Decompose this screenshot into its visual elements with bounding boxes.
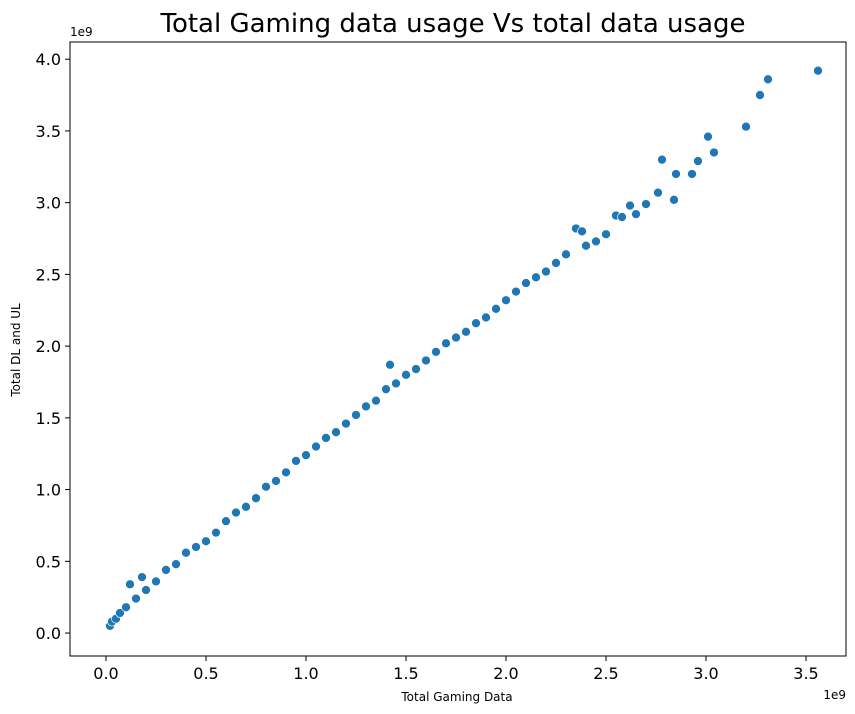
scatter-point	[361, 401, 371, 412]
scatter-point	[211, 527, 221, 538]
x-offset-label: 1e9	[823, 688, 846, 702]
scatter-point	[301, 450, 311, 461]
scatter-point	[481, 312, 491, 323]
chart-title: Total Gaming data usage Vs total data us…	[159, 9, 745, 39]
scatter-point	[709, 147, 719, 158]
scatter-point	[281, 467, 291, 478]
y-axis-label: Total DL and UL	[9, 303, 23, 398]
scatter-point	[657, 154, 667, 165]
scatter-point	[591, 236, 601, 247]
x-tick-label: 1.0	[293, 664, 318, 683]
scatter-point	[671, 169, 681, 179]
scatter-point	[521, 278, 531, 288]
scatter-point	[181, 547, 191, 558]
y-tick-label: 3.0	[36, 194, 61, 213]
scatter-point	[541, 266, 551, 277]
scatter-point	[813, 65, 823, 76]
y-tick-label: 2.0	[36, 337, 61, 356]
y-tick-label: 4.0	[36, 50, 61, 69]
scatter-point	[491, 303, 501, 314]
x-axis-label: Total Gaming Data	[400, 690, 512, 704]
scatter-point	[251, 493, 261, 504]
scatter-point	[201, 536, 211, 547]
scatter-point	[577, 226, 587, 237]
x-axis: 0.0 0.5 1.0 1.5 2.0 2.5 3.0 3.5	[93, 656, 819, 683]
y-tick-label: 1.0	[36, 481, 61, 500]
scatter-point	[617, 212, 627, 222]
y-tick-label: 3.5	[36, 122, 61, 141]
scatter-point	[271, 476, 281, 486]
scatter-point	[451, 332, 461, 343]
scatter-point	[551, 258, 561, 268]
x-tick-label: 2.5	[593, 664, 618, 683]
scatter-point	[601, 229, 611, 240]
scatter-point	[115, 608, 125, 618]
scatter-point	[151, 576, 161, 587]
scatter-point	[261, 481, 271, 492]
scatter-point	[351, 410, 361, 420]
scatter-point	[441, 338, 451, 349]
scatter-point	[631, 209, 641, 219]
scatter-point	[561, 249, 571, 260]
scatter-point	[763, 74, 773, 85]
y-tick-label: 0.0	[36, 624, 61, 643]
plot-frame	[69, 41, 847, 657]
scatter-point	[321, 433, 331, 443]
scatter-point	[687, 169, 697, 179]
scatter-point	[137, 572, 147, 582]
scatter-point	[221, 516, 231, 526]
scatter-point	[693, 156, 703, 166]
scatter-point	[641, 199, 651, 209]
x-tick-label: 0.0	[93, 664, 118, 683]
scatter-point	[121, 602, 131, 613]
x-tick-label: 3.5	[793, 664, 818, 683]
y-tick-label: 0.5	[36, 552, 61, 571]
x-tick-label: 2.0	[493, 664, 518, 683]
scatter-point	[381, 384, 391, 395]
scatter-point	[625, 200, 635, 211]
scatter-point	[401, 369, 411, 380]
scatter-point	[669, 194, 679, 205]
scatter-point	[291, 456, 301, 466]
x-tick-label: 0.5	[193, 664, 218, 683]
scatter-point	[311, 441, 321, 452]
scatter-point	[341, 418, 351, 429]
scatter-point	[755, 90, 765, 100]
y-tick-label: 2.5	[36, 265, 61, 284]
y-tick-label: 1.5	[36, 409, 61, 428]
scatter-point	[421, 355, 431, 366]
scatter-point	[191, 542, 201, 552]
y-axis: 0.0 0.5 1.0 1.5 2.0 2.5 3.0 3.5 4.0	[36, 50, 70, 643]
scatter-point	[391, 378, 401, 389]
scatter-point	[411, 364, 421, 374]
scatter-point	[231, 507, 241, 518]
plot-area: 0.0 0.5 1.0 1.5 2.0 2.5 3.0 3.5 0.0 0.5 1.0 1.5 2.0…	[36, 41, 847, 683]
scatter-point	[371, 395, 381, 406]
scatter-point	[471, 318, 481, 329]
scatter-point	[581, 240, 591, 251]
scatter-point	[431, 347, 441, 357]
scatter-point	[331, 427, 341, 438]
y-offset-label: 1e9	[70, 25, 93, 39]
scatter-point	[171, 559, 181, 570]
scatter-point	[703, 131, 713, 142]
scatter-point	[741, 121, 751, 132]
scatter-point	[653, 187, 663, 198]
scatter-points	[105, 65, 823, 631]
x-tick-label: 3.0	[693, 664, 718, 683]
scatter-point	[141, 585, 151, 595]
x-tick-label: 1.5	[393, 664, 418, 683]
scatter-point	[461, 326, 471, 337]
scatter-point	[161, 565, 171, 575]
scatter-point	[531, 272, 541, 283]
scatter-point	[131, 593, 141, 604]
scatter-point	[385, 359, 395, 370]
scatter-point	[125, 579, 135, 590]
scatter-point	[241, 501, 251, 512]
scatter-point	[511, 286, 521, 297]
scatter-point	[501, 295, 511, 306]
